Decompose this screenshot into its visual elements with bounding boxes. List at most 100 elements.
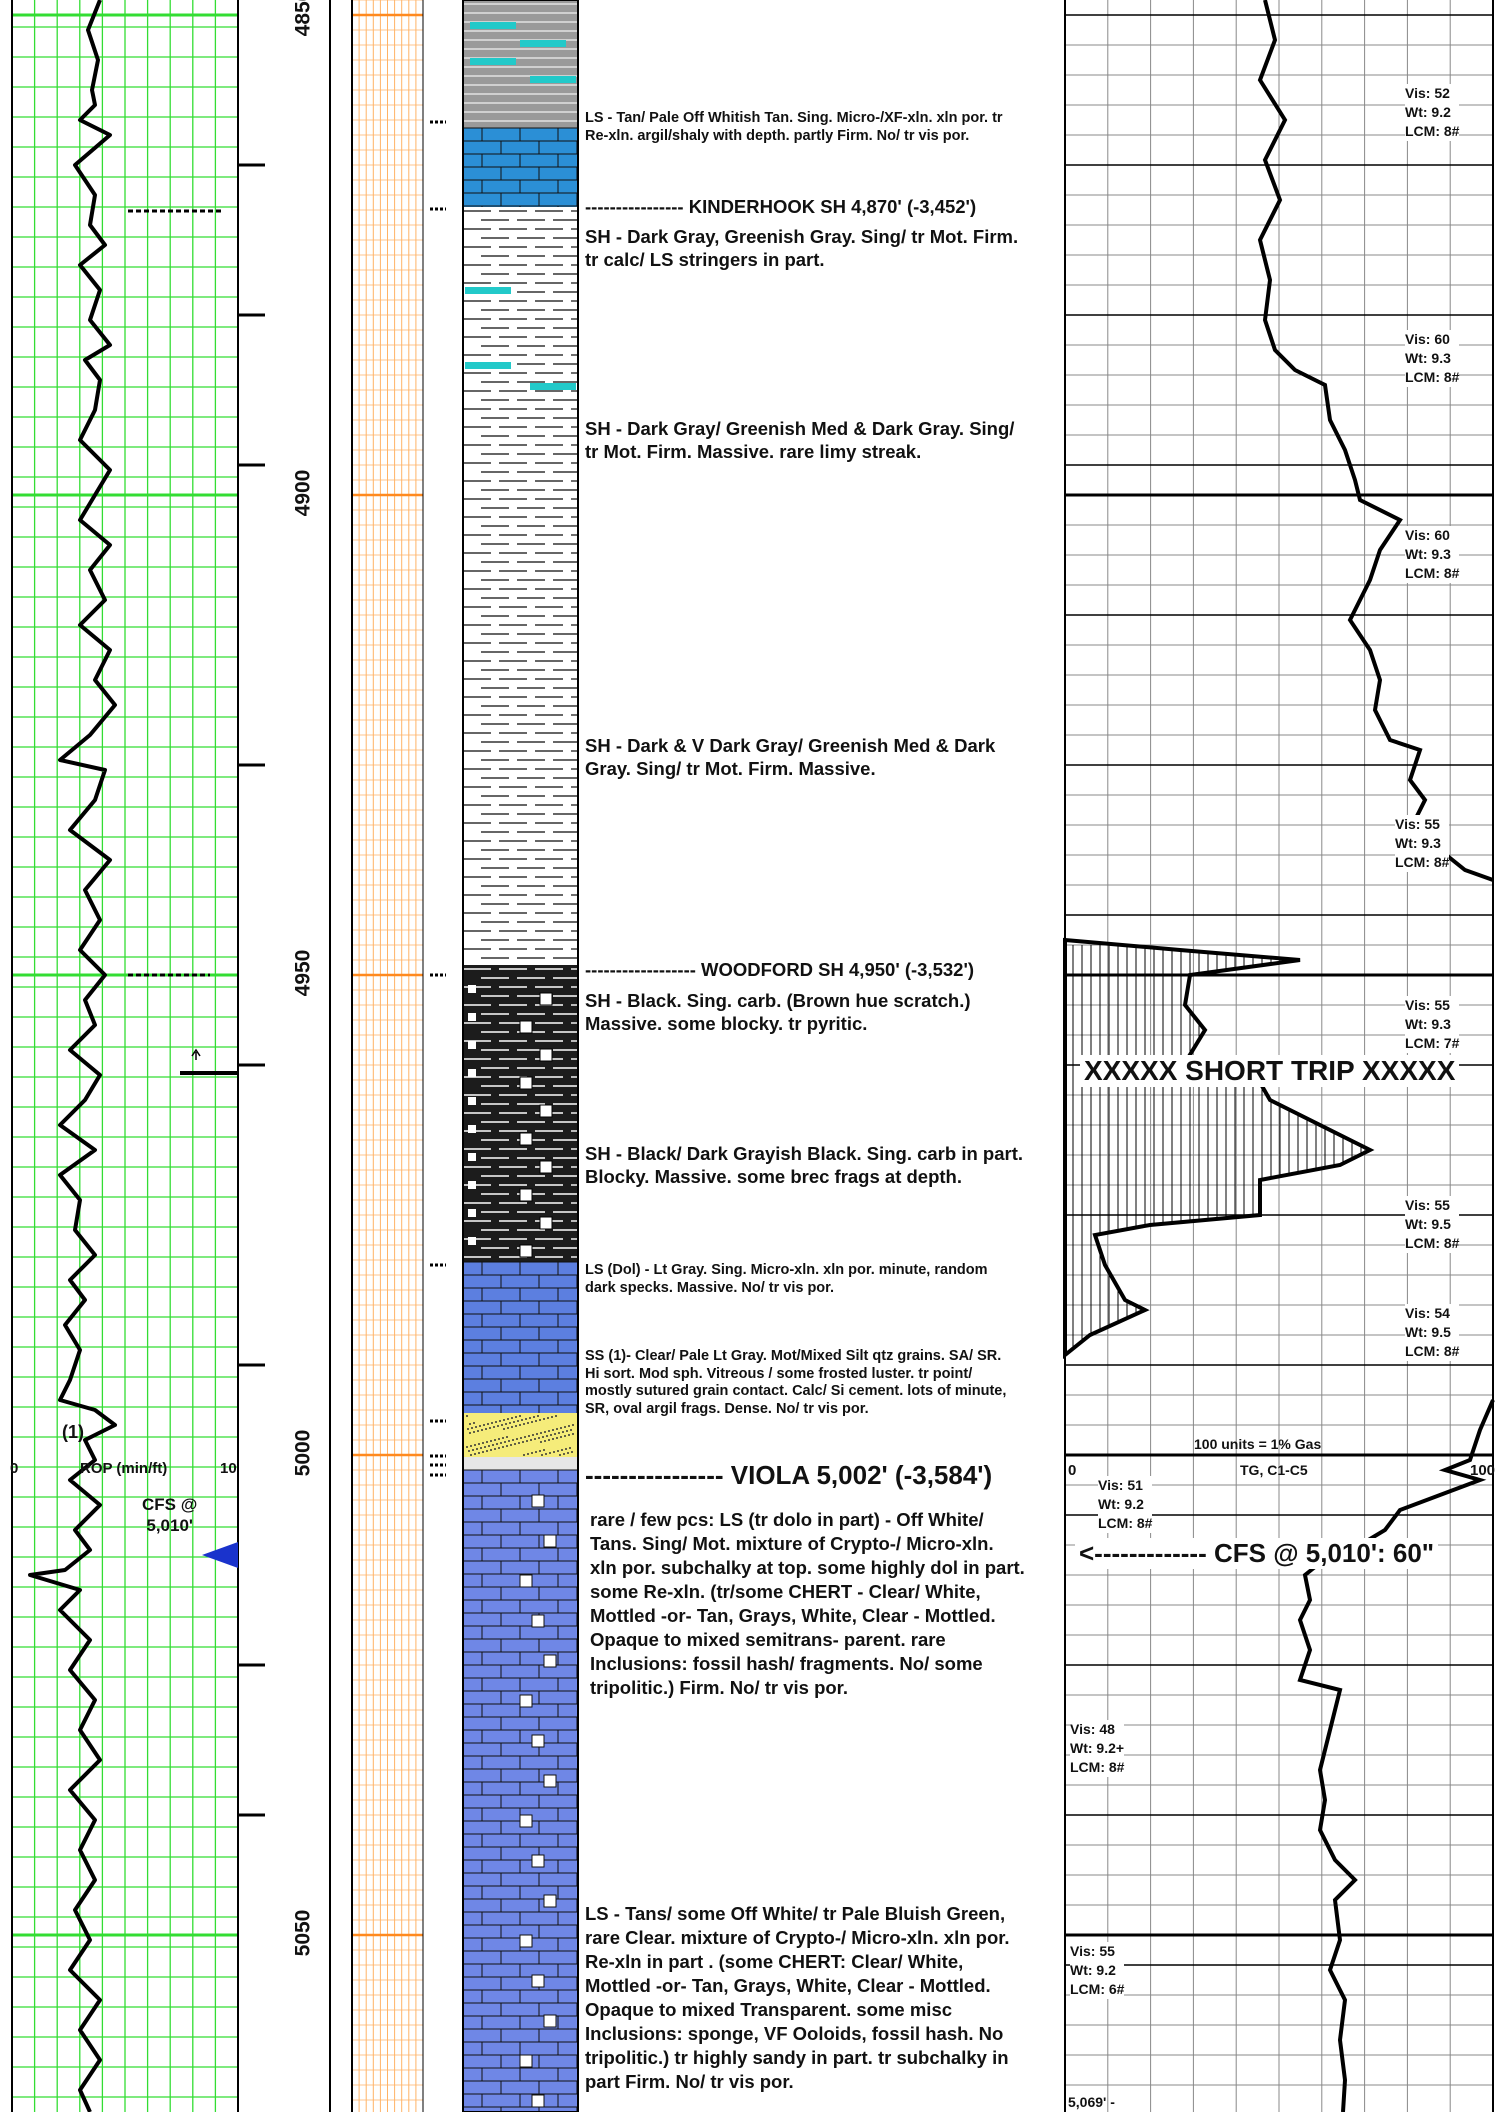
sandstone-band [463, 1413, 578, 1457]
sand-grain [570, 1429, 572, 1431]
sand-grain [557, 1450, 559, 1452]
sand-grain [564, 1426, 566, 1428]
chert-nodule [519, 1814, 533, 1828]
sand-grain [515, 1425, 517, 1427]
gas-curve-lower [1297, 1399, 1495, 2112]
sand-grain [500, 1442, 502, 1444]
sand-grain [483, 1424, 485, 1426]
sand-grain [482, 1451, 484, 1453]
gas-scale-min: 0 [1068, 1462, 1077, 1479]
mud-report: Vis: 52 Wt: 9.2 LCM: 8# [1405, 84, 1460, 141]
chert-nodule [543, 1534, 557, 1548]
sand-grain [486, 1450, 488, 1452]
sand-grain [572, 1433, 574, 1435]
sand-grain [510, 1444, 512, 1446]
pyrite-mark [468, 1013, 476, 1021]
desc-viola-ls-2: LS - Tans/ some Off White/ tr Pale Bluis… [585, 1903, 1010, 2093]
pyrite-mark [539, 1160, 553, 1174]
sand-grain [482, 1442, 484, 1444]
sand-grain [567, 1452, 569, 1454]
desc-sh-black-1: SH - Black. Sing. carb. (Brown hue scrat… [585, 990, 971, 1034]
sand-grain [569, 1447, 571, 1449]
sand-grain [478, 1452, 480, 1454]
chert-mark [470, 22, 516, 29]
top-viola: ---------------- VIOLA 5,002' (-3,584') [585, 1460, 993, 1490]
sand-grain [538, 1437, 540, 1439]
sand-grain [568, 1434, 570, 1436]
sand-grain [493, 1426, 495, 1428]
up-arrow-icon [191, 1048, 201, 1060]
sand-grain [490, 1440, 492, 1442]
sand-grain [559, 1454, 561, 1456]
sand-grain [539, 1419, 541, 1421]
sand-grain [556, 1437, 558, 1439]
chert-nodule [543, 1894, 557, 1908]
sand-grain [501, 1424, 503, 1426]
desc-sh-black-2: SH - Black/ Dark Grayish Black. Sing. ca… [585, 1143, 1023, 1187]
cfs-time-label: <------------- CFS @ 5,010': 60" [1075, 1538, 1439, 1569]
sand-grain [545, 1453, 547, 1455]
sand-grain [468, 1450, 470, 1452]
sand-grain [470, 1454, 472, 1456]
desc-sh-dark-gray-1: SH - Dark Gray, Greenish Gray. Sing/ tr … [585, 226, 1019, 270]
short-trip-label: XXXXX SHORT TRIP XXXXX [1080, 1055, 1460, 1087]
sand-grain [519, 1424, 521, 1426]
rop-scale-label: ROP (min/ft) [80, 1460, 168, 1477]
sand-grain [527, 1422, 529, 1424]
sand-grain [561, 1449, 563, 1451]
sand-grain [481, 1429, 483, 1431]
sand-grain [523, 1454, 525, 1456]
mud-report: Vis: 48 Wt: 9.2+ LCM: 8# [1070, 1720, 1125, 1777]
sand-grain [572, 1424, 574, 1426]
sand-grain [517, 1420, 519, 1422]
sand-grain [502, 1446, 504, 1448]
sand-grain [513, 1421, 515, 1423]
sand-grain [535, 1420, 537, 1422]
chert-mark [530, 76, 576, 83]
sand-grain [492, 1444, 494, 1446]
sand-grain [491, 1422, 493, 1424]
sand-grain [498, 1438, 500, 1440]
sand-grain [556, 1428, 558, 1430]
sand-grain [469, 1432, 471, 1434]
pyrite-mark [519, 1020, 533, 1034]
sand-grain [560, 1436, 562, 1438]
mud-report: Vis: 51 Wt: 9.2 LCM: 8# [1098, 1476, 1153, 1533]
sand-grain [509, 1422, 511, 1424]
sand-grain [520, 1437, 522, 1439]
sand-grain [543, 1418, 545, 1420]
sand-grain [566, 1430, 568, 1432]
sand-grain [485, 1428, 487, 1430]
sand-grain [543, 1449, 545, 1451]
sand-grain [503, 1428, 505, 1430]
pyrite-mark [468, 1237, 476, 1245]
sand-grain [564, 1435, 566, 1437]
sand-grain [542, 1436, 544, 1438]
limestone-band [463, 1262, 578, 1413]
rop-scale-min: 0 [10, 1460, 19, 1477]
sand-grain [499, 1420, 501, 1422]
sand-grain [487, 1423, 489, 1425]
rop-annotation-1: (1) [62, 1422, 84, 1442]
sand-grain [550, 1434, 552, 1436]
log-curves [28, 0, 1495, 2112]
pyrite-mark [468, 1041, 476, 1049]
sand-grain [540, 1441, 542, 1443]
pyrite-mark [519, 1076, 533, 1090]
sand-grain [531, 1421, 533, 1423]
sand-grain [474, 1453, 476, 1455]
pyrite-mark [468, 1153, 476, 1161]
shale-band [463, 207, 578, 965]
sand-grain [470, 1445, 472, 1447]
sand-grain [534, 1438, 536, 1440]
top-woodford: ------------------ WOODFORD SH 4,950' (-… [585, 959, 975, 980]
sand-grain [477, 1430, 479, 1432]
sand-grain [529, 1417, 531, 1419]
pyrite-mark [519, 1188, 533, 1202]
mud-report: Vis: 60 Wt: 9.3 LCM: 8# [1405, 526, 1460, 583]
sand-grain [474, 1444, 476, 1446]
sand-grain [514, 1443, 516, 1445]
sand-grain [488, 1445, 490, 1447]
sand-grain [530, 1439, 532, 1441]
sand-grain [571, 1451, 573, 1453]
